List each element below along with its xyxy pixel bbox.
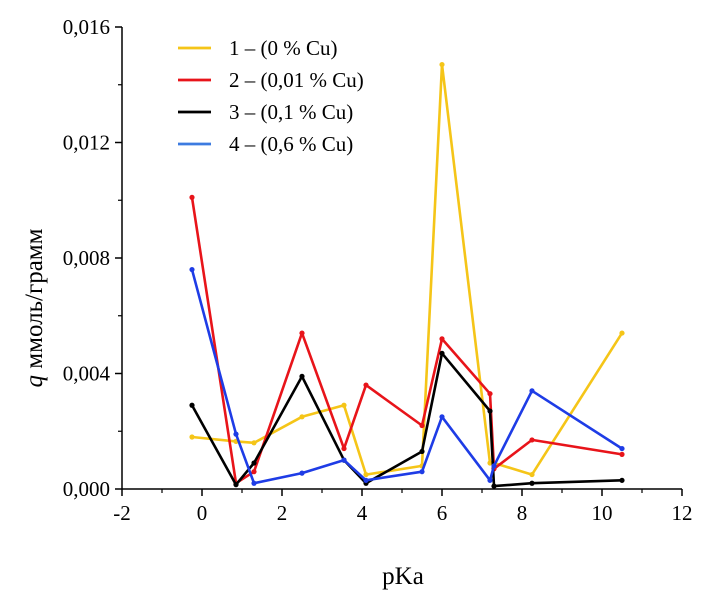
data-point [529, 388, 535, 394]
x-tick-label: 10 [592, 501, 613, 525]
x-tick-label: 2 [277, 501, 288, 525]
data-point [189, 402, 195, 408]
data-point [341, 457, 347, 463]
data-point [487, 460, 493, 466]
data-point [419, 469, 425, 475]
data-point [619, 330, 625, 336]
y-axis-unit: ммоль/грамм [21, 228, 48, 375]
data-point [299, 373, 305, 379]
data-point [529, 471, 535, 478]
y-tick-label: 0,000 [63, 477, 110, 501]
y-tick-label: 0,016 [63, 15, 110, 39]
legend-item-2: 2 – (0,01 % Cu) [178, 68, 364, 92]
data-point [189, 434, 195, 440]
data-point [419, 422, 425, 429]
x-axis-title: pKa [382, 563, 424, 590]
x-tick-label: 4 [357, 501, 368, 525]
series-line [190, 269, 623, 485]
y-tick-label: 0,008 [63, 246, 110, 270]
data-point [251, 480, 257, 486]
data-point [439, 61, 445, 68]
data-point [619, 477, 625, 483]
x-tick-label: 0 [197, 501, 208, 525]
data-point [439, 350, 445, 356]
data-point [251, 469, 257, 475]
y-tick-label: 0,004 [63, 362, 111, 386]
data-point [251, 460, 257, 466]
legend-label: 3 – (0,1 % Cu) [229, 100, 353, 124]
data-point [299, 414, 305, 420]
data-point [299, 330, 305, 336]
data-point [491, 463, 497, 469]
x-tick-label: 8 [517, 501, 528, 525]
data-point [363, 382, 369, 388]
data-point [299, 470, 305, 476]
legend-label: 2 – (0,01 % Cu) [229, 68, 364, 92]
data-point [251, 440, 257, 446]
x-tick-label: 6 [437, 501, 448, 525]
series-layer [189, 61, 625, 489]
data-point [619, 445, 625, 452]
data-point [363, 477, 369, 483]
data-point [439, 336, 445, 342]
data-point [341, 445, 347, 452]
data-point [619, 451, 625, 457]
data-point [341, 402, 347, 408]
data-point [487, 477, 493, 483]
series-line [190, 351, 623, 488]
legend-label: 1 – (0 % Cu) [229, 36, 338, 60]
x-tick-label: 12 [672, 501, 693, 525]
legend: 1 – (0 % Cu) 2 – (0,01 % Cu) 3 – (0,1 % Cu… [178, 36, 364, 156]
data-point [491, 483, 497, 489]
y-axis-title: q ммоль/грамм [21, 228, 48, 387]
x-tick-label: -2 [113, 501, 131, 525]
data-point [419, 448, 425, 455]
y-axis-symbol: q [21, 375, 48, 388]
legend-item-3: 3 – (0,1 % Cu) [178, 100, 353, 124]
data-point [189, 266, 195, 273]
data-point [487, 408, 493, 414]
data-point [233, 431, 239, 437]
y-tick-label: 0,012 [63, 131, 110, 155]
data-point [363, 471, 369, 478]
data-point [439, 414, 445, 420]
data-point [233, 482, 239, 488]
data-point [189, 194, 195, 200]
data-point [487, 391, 493, 397]
data-point [529, 480, 535, 486]
legend-item-1: 1 – (0 % Cu) [178, 36, 338, 60]
legend-label: 4 – (0,6 % Cu) [229, 132, 353, 156]
legend-item-4: 4 – (0,6 % Cu) [178, 132, 353, 156]
axes: -2 0 2 4 6 8 10 12 0,000 0,004 0,008 0,012 0,016 [63, 15, 693, 525]
data-point [529, 437, 535, 443]
series-4 [189, 266, 625, 486]
